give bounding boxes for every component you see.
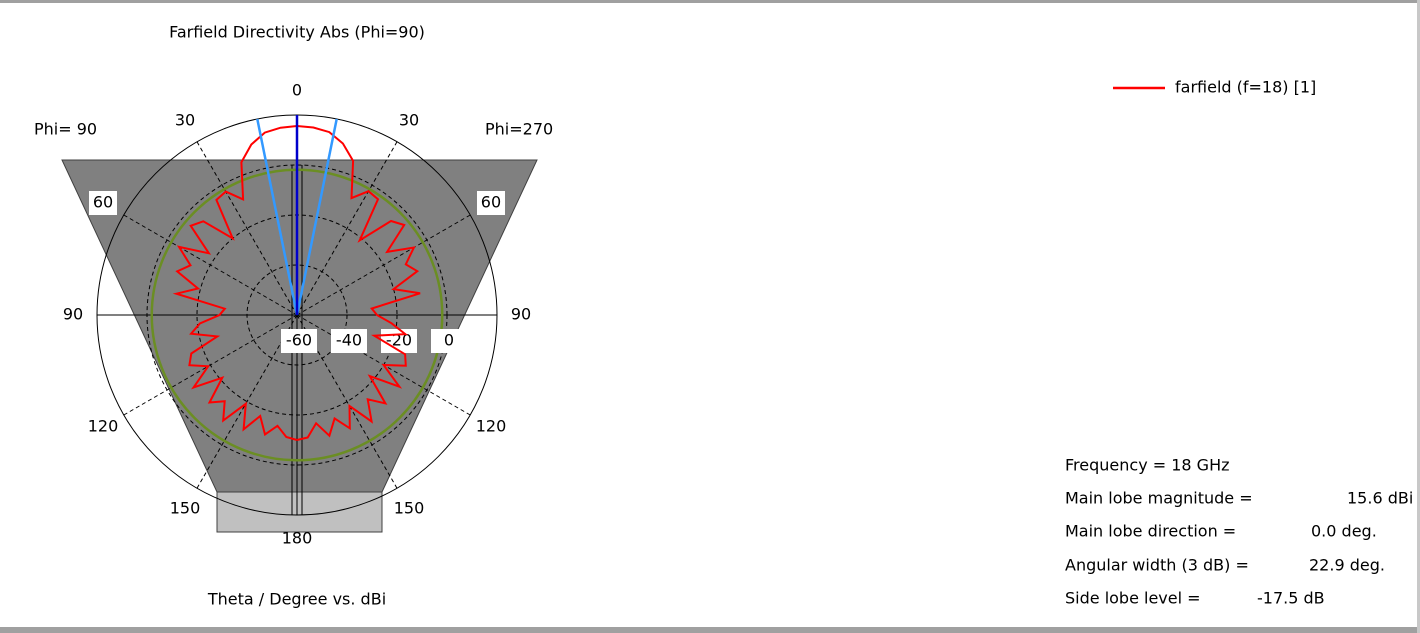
window-border xyxy=(0,0,1420,3)
beamwidth-line xyxy=(295,118,338,316)
angle-tick-label: 90 xyxy=(63,305,83,324)
angle-tick-label: 120 xyxy=(476,417,507,436)
angle-tick-label: 90 xyxy=(511,305,531,324)
label-box xyxy=(476,191,505,215)
beamwidth-line xyxy=(256,118,299,316)
grid-line xyxy=(296,141,398,316)
r-tick-label: -40 xyxy=(336,331,362,350)
angle-tick-label: 180 xyxy=(282,529,313,548)
shaded-region xyxy=(216,491,383,533)
angle-tick-label: 0 xyxy=(292,81,302,100)
left-label: Phi= 90 xyxy=(34,120,97,139)
info-label: Main lobe magnitude = xyxy=(1065,489,1253,508)
info-value: -17.5 dB xyxy=(1257,589,1325,608)
angle-tick-label: 120 xyxy=(88,417,119,436)
info-value: 0.0 deg. xyxy=(1311,522,1377,541)
info-value: 22.9 deg. xyxy=(1309,556,1385,575)
grid-line xyxy=(196,141,298,316)
label-box xyxy=(331,329,367,353)
angle-tick-label: 60 xyxy=(93,193,113,212)
grid-line xyxy=(296,214,471,316)
grid-line xyxy=(123,314,298,416)
grid-line xyxy=(196,314,298,489)
shaded-region xyxy=(61,159,538,493)
info-label: Main lobe direction = xyxy=(1065,522,1236,541)
axis-label: Theta / Degree vs. dBi xyxy=(207,590,386,609)
angle-tick-label: 150 xyxy=(394,498,425,517)
info-label: Side lobe level = xyxy=(1065,589,1201,608)
angle-tick-label: 30 xyxy=(399,111,419,130)
label-box xyxy=(281,329,317,353)
grid-line xyxy=(296,314,398,489)
chart-title: Farfield Directivity Abs (Phi=90) xyxy=(169,23,425,42)
window-border xyxy=(0,627,1420,633)
grid-line xyxy=(123,214,298,316)
right-label: Phi=270 xyxy=(485,120,553,139)
label-box xyxy=(431,329,467,353)
angle-tick-label: 30 xyxy=(175,111,195,130)
window-border xyxy=(1417,0,1420,633)
info-text: Frequency = 18 GHz xyxy=(1065,456,1230,475)
label-box xyxy=(89,191,118,215)
label-box xyxy=(381,329,417,353)
info-label: Angular width (3 dB) = xyxy=(1065,556,1249,575)
angle-tick-label: 150 xyxy=(170,498,201,517)
r-tick-label: 0 xyxy=(444,331,454,350)
r-tick-label: -60 xyxy=(286,331,312,350)
info-value: 15.6 dBi xyxy=(1347,489,1413,508)
legend-label: farfield (f=18) [1] xyxy=(1175,78,1316,97)
angle-tick-label: 60 xyxy=(481,193,501,212)
r-tick-label: -20 xyxy=(386,331,412,350)
